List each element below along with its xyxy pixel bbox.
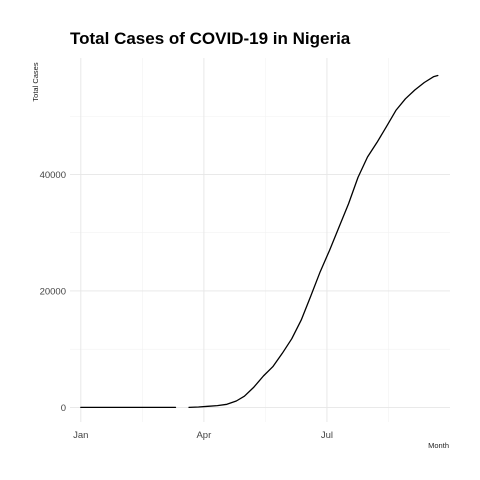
y-tick-label: 40000 [40,170,66,181]
y-axis-label: Total Cases [31,62,40,101]
x-tick-label: Jan [73,430,88,441]
x-tick-label: Jul [321,430,333,441]
x-tick-label: Apr [196,430,211,441]
x-axis-label: Month [428,441,449,450]
series-layer [81,76,438,408]
y-tick-label: 0 [61,403,66,414]
y-tick-label: 20000 [40,286,66,297]
chart-title: Total Cases of COVID-19 in Nigeria [70,29,351,48]
grid [70,58,450,422]
series-line [189,76,438,408]
tick-labels: Jan Apr Jul 0 20000 40000 [40,170,333,441]
